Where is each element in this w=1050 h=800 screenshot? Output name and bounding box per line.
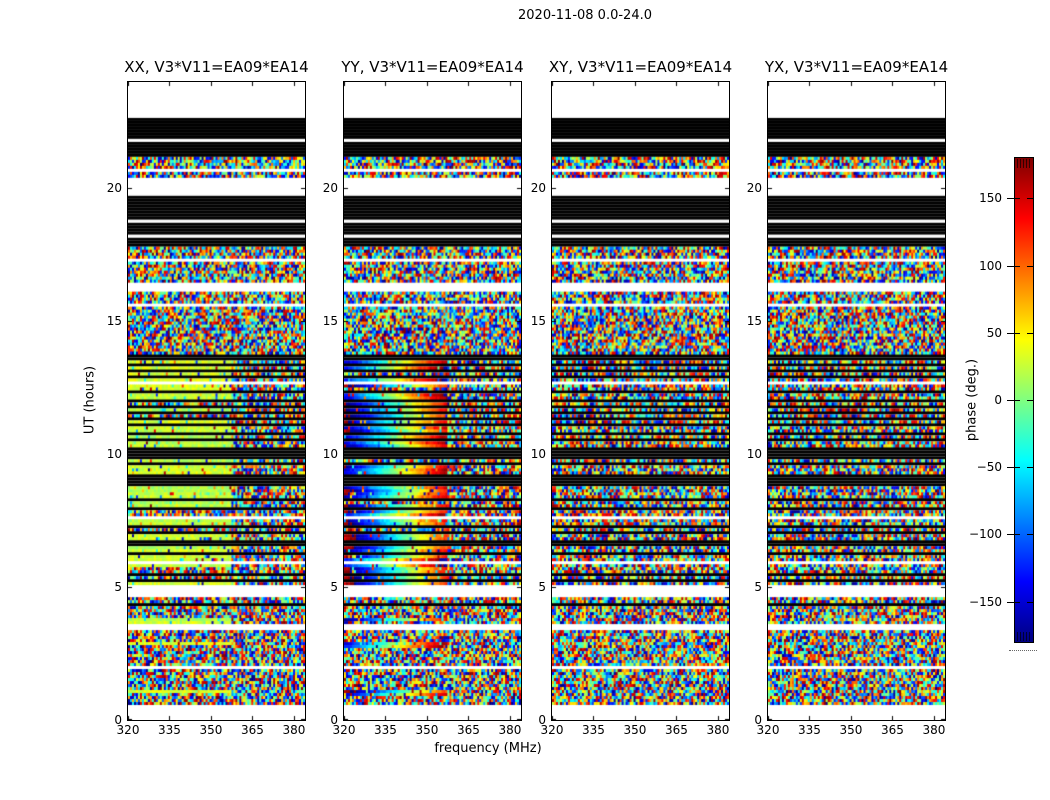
- x-tick-label: 335: [374, 723, 397, 737]
- x-tick-label: 380: [922, 723, 946, 737]
- colorbar-under-dots: [1009, 650, 1037, 651]
- colorbar-end-marks-bottom: [1017, 632, 1031, 641]
- y-tick-label: 20: [746, 181, 762, 196]
- y-tick-label: 20: [322, 181, 338, 196]
- y-tick-label: 10: [322, 447, 338, 462]
- colorbar-tick: [1027, 534, 1033, 536]
- heatmap-canvas-xx: [128, 82, 305, 720]
- y-tick-label: 0: [538, 713, 546, 727]
- y-tick-label: 15: [746, 314, 762, 329]
- panel-title-xx: XX, V3*V11=EA09*EA14: [124, 58, 309, 76]
- x-axis-label: frequency (MHz): [434, 741, 542, 756]
- x-tick-label: 335: [798, 723, 821, 737]
- figure-title: 2020-11-08 0.0-24.0: [518, 8, 652, 23]
- x-tick-label: 350: [415, 723, 439, 737]
- x-tick-label: 365: [665, 723, 688, 737]
- panel-frame-xy: [551, 81, 730, 721]
- colorbar-tick: [1027, 265, 1033, 267]
- heatmap-canvas-yy: [344, 82, 521, 720]
- colorbar-label: phase (deg.): [964, 358, 980, 442]
- y-tick-label: 0: [754, 713, 762, 727]
- x-tick-label: 365: [881, 723, 904, 737]
- colorbar-tick-label: −50: [976, 460, 1002, 475]
- colorbar-tick-label: −100: [969, 527, 1002, 542]
- x-tick-label: 335: [158, 723, 181, 737]
- heatmap-canvas-xy: [552, 82, 729, 720]
- y-tick-label: 15: [106, 314, 122, 329]
- y-tick-label: 20: [106, 181, 122, 196]
- panel-title-yx: YX, V3*V11=EA09*EA14: [764, 58, 949, 76]
- x-tick-label: 320: [756, 723, 780, 737]
- colorbar-tick: [1007, 400, 1020, 401]
- colorbar-tick: [1027, 198, 1033, 200]
- y-tick-label: 5: [754, 580, 762, 595]
- y-tick-label: 15: [530, 314, 546, 329]
- colorbar-tick: [1007, 601, 1020, 603]
- y-tick-label: 20: [530, 181, 546, 196]
- panel-frame-yy: [343, 81, 522, 721]
- colorbar-end-marks-top: [1017, 159, 1031, 168]
- x-tick-label: 380: [282, 723, 306, 737]
- colorbar-tick-label: 0: [994, 393, 1002, 407]
- colorbar-tick: [1027, 400, 1033, 401]
- y-tick-label: 10: [106, 447, 122, 462]
- colorbar-tick: [1027, 601, 1033, 603]
- x-tick-label: 320: [332, 723, 356, 737]
- colorbar-tick: [1007, 265, 1020, 267]
- x-tick-label: 380: [706, 723, 730, 737]
- colorbar-tick-label: −150: [969, 594, 1002, 609]
- y-tick-label: 10: [746, 447, 762, 462]
- x-tick-label: 365: [241, 723, 264, 737]
- panel-frame-yx: [767, 81, 946, 721]
- colorbar-tick-label: 100: [979, 258, 1002, 273]
- x-tick-label: 335: [582, 723, 605, 737]
- colorbar-tick: [1027, 332, 1033, 334]
- colorbar-tick-label: 50: [986, 325, 1002, 340]
- y-axis-label: UT (hours): [82, 365, 98, 435]
- y-tick-label: 5: [538, 580, 546, 595]
- y-tick-label: 5: [114, 580, 122, 595]
- panel-frame-xx: [127, 81, 306, 721]
- x-tick-label: 350: [839, 723, 863, 737]
- x-tick-label: 350: [199, 723, 223, 737]
- x-tick-label: 320: [540, 723, 564, 737]
- y-tick-label: 15: [322, 314, 338, 329]
- heatmap-canvas-yx: [768, 82, 945, 720]
- x-tick-label: 320: [116, 723, 140, 737]
- panel-title-xy: XY, V3*V11=EA09*EA14: [548, 58, 733, 76]
- colorbar-tick: [1007, 198, 1020, 200]
- y-tick-label: 0: [330, 713, 338, 727]
- x-tick-label: 365: [457, 723, 480, 737]
- y-tick-label: 10: [530, 447, 546, 462]
- colorbar-tick: [1007, 467, 1020, 469]
- y-tick-label: 5: [330, 580, 338, 595]
- x-tick-label: 350: [623, 723, 647, 737]
- colorbar-tick: [1007, 332, 1020, 334]
- colorbar-tick: [1007, 534, 1020, 536]
- x-tick-label: 380: [498, 723, 522, 737]
- y-tick-label: 0: [114, 713, 122, 727]
- colorbar-tick-label: 150: [979, 191, 1002, 206]
- panel-title-yy: YY, V3*V11=EA09*EA14: [341, 58, 524, 76]
- colorbar-tick: [1027, 467, 1033, 469]
